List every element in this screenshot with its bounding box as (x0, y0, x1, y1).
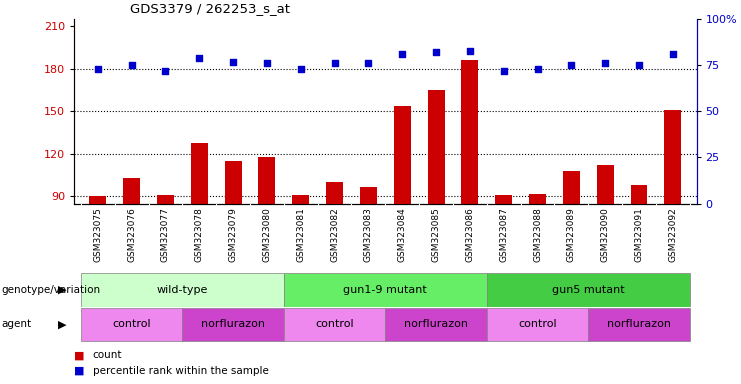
Text: GSM323091: GSM323091 (634, 207, 643, 262)
Text: GSM323077: GSM323077 (161, 207, 170, 262)
Text: ▶: ▶ (59, 319, 67, 329)
Bar (123, 178, 140, 324)
Text: GSM323090: GSM323090 (601, 207, 610, 262)
Point (531, 66, 543, 72)
Bar (597, 165, 614, 324)
Bar (81, 273, 284, 306)
Bar (462, 60, 479, 324)
Bar (326, 182, 343, 324)
Text: GSM323086: GSM323086 (465, 207, 474, 262)
Text: GSM323081: GSM323081 (296, 207, 305, 262)
Bar (182, 308, 284, 341)
Point (667, 51, 679, 57)
Bar (90, 197, 106, 324)
Text: norflurazon: norflurazon (201, 319, 265, 329)
Text: GSM323092: GSM323092 (668, 207, 677, 262)
Point (362, 60, 374, 66)
Text: GSM323079: GSM323079 (228, 207, 238, 262)
Bar (495, 195, 512, 324)
Text: GSM323083: GSM323083 (364, 207, 373, 262)
Text: control: control (113, 319, 151, 329)
Text: control: control (518, 319, 556, 329)
Text: count: count (93, 350, 122, 360)
Bar (665, 110, 681, 324)
Text: percentile rank within the sample: percentile rank within the sample (93, 366, 268, 376)
Bar (191, 142, 207, 324)
Point (159, 68, 171, 74)
Text: control: control (315, 319, 354, 329)
Text: GSM323078: GSM323078 (195, 207, 204, 262)
Text: GSM323080: GSM323080 (262, 207, 271, 262)
Text: norflurazon: norflurazon (607, 319, 671, 329)
Point (396, 51, 408, 57)
Text: gun1-9 mutant: gun1-9 mutant (343, 285, 428, 295)
Text: genotype/variation: genotype/variation (1, 285, 101, 295)
Bar (631, 185, 648, 324)
Bar (428, 90, 445, 324)
Text: gun5 mutant: gun5 mutant (552, 285, 625, 295)
Bar (81, 308, 182, 341)
Bar (393, 106, 411, 324)
Point (92, 66, 104, 72)
Bar (225, 161, 242, 324)
Point (633, 62, 645, 68)
Text: agent: agent (1, 319, 32, 329)
Bar (284, 273, 487, 306)
Text: ▶: ▶ (59, 285, 67, 295)
Point (329, 60, 341, 66)
Bar (385, 308, 487, 341)
Bar (259, 157, 276, 324)
Text: GSM323085: GSM323085 (431, 207, 441, 262)
Text: ■: ■ (74, 366, 84, 376)
Bar (292, 195, 309, 324)
Point (599, 60, 611, 66)
Bar (487, 308, 588, 341)
Point (464, 48, 476, 54)
Text: GSM323084: GSM323084 (398, 207, 407, 262)
Point (126, 62, 138, 68)
Text: GSM323076: GSM323076 (127, 207, 136, 262)
Bar (487, 273, 690, 306)
Bar (529, 194, 546, 324)
Text: wild-type: wild-type (156, 285, 208, 295)
Bar (284, 308, 385, 341)
Text: GSM323087: GSM323087 (499, 207, 508, 262)
Bar (157, 195, 174, 324)
Point (261, 60, 273, 66)
Bar (360, 187, 377, 324)
Text: GSM323082: GSM323082 (330, 207, 339, 262)
Text: GDS3379 / 262253_s_at: GDS3379 / 262253_s_at (130, 2, 290, 15)
Text: ■: ■ (74, 350, 84, 360)
Bar (563, 171, 580, 324)
Text: norflurazon: norflurazon (404, 319, 468, 329)
Point (295, 66, 307, 72)
Point (430, 49, 442, 55)
Point (193, 55, 205, 61)
Bar (588, 308, 690, 341)
Point (498, 68, 510, 74)
Point (227, 58, 239, 65)
Point (565, 62, 577, 68)
Text: GSM323075: GSM323075 (93, 207, 102, 262)
Text: GSM323089: GSM323089 (567, 207, 576, 262)
Text: GSM323088: GSM323088 (533, 207, 542, 262)
